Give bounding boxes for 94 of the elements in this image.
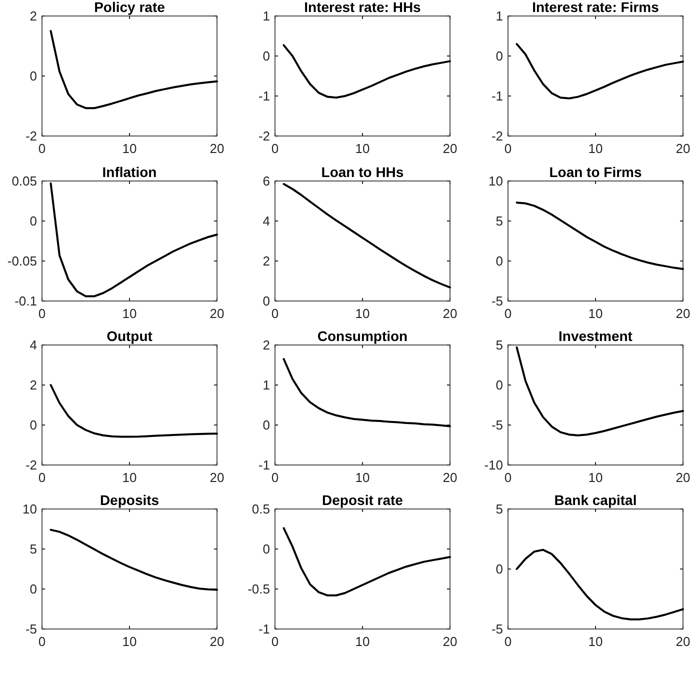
- line-series: [282, 358, 451, 428]
- x-tick-label: 20: [442, 634, 458, 649]
- y-tick-label: 5: [496, 214, 503, 229]
- y-tick-label: -1: [491, 88, 503, 104]
- x-tick-label: 20: [210, 141, 224, 156]
- x-tick-label: 20: [676, 141, 690, 156]
- y-tick-label: 0.5: [252, 502, 270, 517]
- y-tick-label: -5: [491, 294, 503, 309]
- line-series: [282, 527, 451, 596]
- x-tick-label: 10: [588, 470, 603, 485]
- x-tick-label: 10: [122, 470, 137, 485]
- x-tick-label: 20: [676, 634, 690, 649]
- chart-title: Interest rate: Firms: [532, 0, 660, 15]
- line-series: [516, 202, 684, 270]
- y-tick-label: -2: [25, 458, 37, 473]
- y-tick-label: 6: [262, 174, 270, 189]
- chart-title: Inflation: [102, 164, 157, 180]
- line-series: [50, 384, 218, 438]
- y-tick-label: -1: [258, 622, 270, 637]
- line-series: [516, 548, 684, 620]
- line-series: [50, 528, 218, 591]
- x-tick-label: 20: [210, 306, 224, 321]
- line-series: [50, 30, 218, 110]
- x-tick-label: 20: [442, 306, 458, 321]
- x-tick-label: 10: [355, 141, 370, 156]
- y-tick-label: 0.05: [12, 174, 37, 189]
- chart-title: Interest rate: HHs: [304, 0, 422, 15]
- y-tick-label: -5: [25, 622, 37, 637]
- x-tick-label: 10: [122, 141, 137, 156]
- line-series: [516, 43, 684, 100]
- x-tick-label: 10: [122, 306, 137, 321]
- y-tick-label: -2: [491, 128, 503, 144]
- y-tick-label: 1: [262, 378, 270, 393]
- y-tick-label: 2: [30, 378, 37, 393]
- y-tick-label: 0: [262, 542, 270, 557]
- y-tick-label: -1: [258, 458, 270, 473]
- y-tick-label: 0: [262, 294, 270, 309]
- y-tick-label: 10: [22, 502, 37, 517]
- y-tick-label: 5: [496, 502, 503, 517]
- y-tick-label: -2: [258, 128, 270, 144]
- chart-title: Output: [106, 328, 153, 344]
- y-tick-label: 5: [496, 338, 503, 353]
- y-tick-label: -5: [491, 622, 503, 637]
- y-tick-label: 0: [30, 68, 37, 84]
- chart-title: Loan to HHs: [321, 164, 404, 180]
- y-tick-label: 0: [30, 214, 37, 229]
- y-tick-label: 0: [496, 254, 503, 269]
- y-tick-label: 0: [30, 582, 37, 597]
- x-tick-label: 10: [355, 634, 370, 649]
- y-tick-label: 1: [262, 8, 270, 24]
- line-series: [282, 44, 451, 99]
- y-tick-label: 0: [30, 418, 37, 433]
- chart-title: Policy rate: [94, 0, 166, 15]
- y-tick-label: 5: [30, 542, 37, 557]
- y-tick-label: 2: [262, 338, 270, 353]
- y-tick-label: 10: [488, 174, 503, 189]
- y-tick-label: -5: [491, 418, 503, 433]
- x-tick-label: 20: [676, 470, 690, 485]
- x-tick-label: 10: [588, 141, 603, 156]
- x-tick-label: 20: [210, 470, 224, 485]
- chart-title: Investment: [558, 328, 633, 344]
- x-tick-label: 10: [355, 470, 370, 485]
- x-tick-label: 10: [588, 306, 603, 321]
- line-series: [50, 182, 218, 298]
- y-tick-label: 0: [496, 562, 503, 577]
- y-tick-label: -1: [258, 88, 270, 104]
- y-tick-label: 4: [262, 214, 270, 229]
- y-tick-label: -0.05: [7, 254, 37, 269]
- x-tick-label: 10: [355, 306, 370, 321]
- chart-title: Deposit rate: [322, 492, 404, 508]
- chart-title: Bank capital: [554, 492, 637, 508]
- y-tick-label: 0: [496, 48, 503, 64]
- x-tick-label: 10: [588, 634, 603, 649]
- x-tick-label: 10: [122, 634, 137, 649]
- y-tick-label: -0.5: [248, 582, 270, 597]
- y-tick-label: 0: [262, 418, 270, 433]
- y-tick-label: -10: [484, 458, 503, 473]
- x-tick-label: 20: [676, 306, 690, 321]
- line-series: [282, 183, 451, 288]
- chart-title: Loan to Firms: [549, 164, 642, 180]
- y-tick-label: 2: [262, 254, 270, 269]
- y-tick-label: -2: [25, 128, 37, 144]
- x-tick-label: 20: [442, 141, 458, 156]
- x-tick-label: 20: [442, 470, 458, 485]
- x-tick-label: 20: [210, 634, 224, 649]
- y-tick-label: 0: [262, 48, 270, 64]
- y-tick-label: 1: [496, 8, 503, 24]
- y-tick-label: 0: [496, 378, 503, 393]
- y-tick-label: 4: [30, 338, 37, 353]
- y-tick-label: -0.1: [14, 294, 37, 309]
- chart-title: Consumption: [317, 328, 408, 344]
- y-tick-label: 2: [30, 8, 37, 24]
- chart-title: Deposits: [100, 492, 160, 508]
- line-series: [516, 346, 684, 436]
